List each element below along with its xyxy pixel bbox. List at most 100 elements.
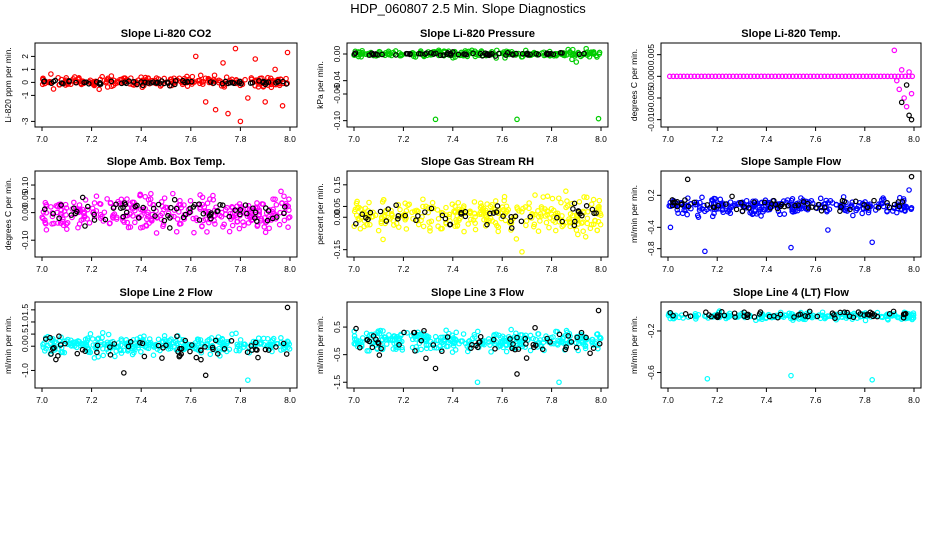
data-point (150, 201, 156, 208)
y-tick-label: 0.00 (332, 209, 342, 226)
selected-point (155, 342, 162, 349)
selected-point (363, 215, 369, 221)
selected-point (444, 334, 451, 340)
selected-point (395, 212, 402, 219)
selected-point (590, 345, 597, 351)
data-point (537, 218, 543, 224)
data-point (402, 200, 408, 206)
selected-point (254, 347, 260, 353)
data-point (717, 196, 724, 203)
data-point (104, 84, 111, 90)
data-point (737, 312, 744, 319)
outlier-point (903, 103, 910, 110)
selected-point (73, 208, 80, 215)
outlier-point (262, 99, 269, 105)
x-tick-label: 7.2 (397, 395, 409, 405)
data-point (199, 223, 205, 229)
data-point (423, 342, 430, 348)
data-point (387, 336, 394, 342)
data-point (131, 345, 137, 351)
data-point (410, 215, 416, 222)
outlier-point (279, 103, 286, 109)
selected-point (510, 341, 516, 347)
data-point (161, 333, 168, 339)
x-tick-label: 7.0 (348, 395, 360, 405)
data-point (93, 193, 100, 199)
selected-point (494, 203, 501, 209)
data-point (364, 348, 371, 354)
data-point (75, 338, 81, 344)
data-point (273, 201, 280, 208)
data-point (502, 217, 509, 224)
data-point (775, 73, 782, 80)
data-point (825, 73, 831, 80)
selected-point (515, 346, 522, 352)
data-point (486, 217, 493, 224)
data-point (420, 203, 426, 210)
data-point (403, 226, 410, 232)
data-point (79, 206, 86, 213)
data-point (487, 203, 494, 210)
selected-point (120, 213, 126, 220)
data-point (584, 215, 591, 222)
plot-frame (660, 301, 922, 389)
plot-frame (660, 170, 922, 258)
data-point (390, 217, 397, 224)
outlier-point (788, 372, 794, 379)
selected-point (209, 344, 216, 351)
outlier-point (284, 304, 291, 311)
data-point (760, 206, 767, 213)
selected-point (447, 221, 454, 228)
plot-frame (660, 42, 922, 128)
selected-point (669, 197, 676, 203)
data-point (849, 73, 856, 80)
data-point (592, 218, 599, 224)
x-tick-label: 7.6 (185, 134, 197, 144)
selected-point (850, 314, 857, 321)
data-point (158, 198, 165, 205)
y-tick-label: -0.10 (20, 230, 30, 250)
data-point (279, 200, 285, 206)
x-tick-label: 7.0 (36, 134, 48, 144)
selected-point (468, 345, 474, 351)
selected-point (591, 210, 597, 217)
selected-point (108, 78, 115, 85)
data-point (138, 348, 144, 355)
outlier-point (825, 227, 831, 233)
data-point (362, 205, 369, 212)
y-axis-label: ml/min per min. (629, 185, 639, 243)
data-point (87, 331, 94, 337)
selected-point (242, 202, 249, 208)
data-point (566, 218, 573, 224)
selected-point (351, 51, 358, 57)
data-point (99, 329, 106, 336)
data-point (550, 334, 556, 340)
data-point (381, 334, 388, 341)
data-point (587, 225, 594, 232)
data-point (804, 73, 810, 80)
data-point (383, 341, 390, 347)
panel-title: Slope Line 3 Flow (431, 287, 524, 299)
selected-point (777, 311, 784, 318)
data-point (61, 208, 68, 214)
x-tick-label: 7.4 (760, 134, 772, 144)
selected-point (572, 218, 578, 225)
data-point (398, 332, 404, 339)
selected-point (839, 197, 846, 204)
selected-point (214, 208, 221, 214)
y-tick-label: -0.8 (646, 241, 656, 256)
data-point (366, 348, 372, 354)
selected-point (280, 340, 287, 347)
outlier-point (202, 372, 209, 379)
x-tick-label: 7.0 (662, 134, 674, 144)
data-point (255, 335, 262, 341)
selected-point (544, 335, 550, 342)
selected-point (159, 355, 165, 361)
data-point (538, 206, 545, 212)
selected-point (262, 346, 269, 353)
data-point (543, 219, 550, 226)
data-point (49, 209, 56, 216)
x-tick-label: 7.0 (662, 264, 674, 274)
data-point (393, 346, 399, 352)
y-tick-label: -1 (20, 91, 30, 99)
